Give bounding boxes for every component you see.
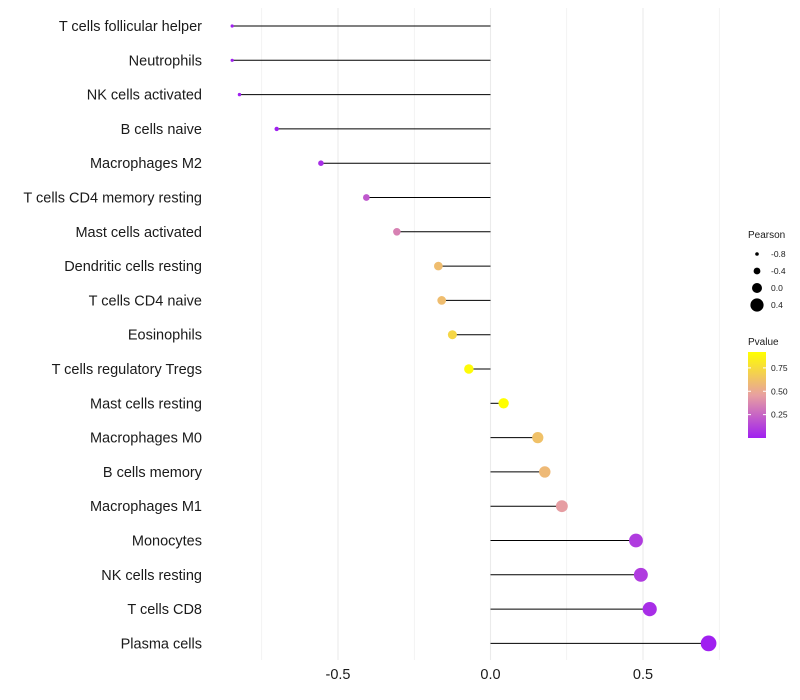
point-macrophages-m0	[532, 431, 544, 444]
size-legend-label: 0.4	[771, 300, 783, 310]
category-label: T cells CD4 memory resting	[23, 191, 202, 207]
colorbar-tick-label: 0.50	[771, 386, 788, 396]
point-t-cells-follicular-helper	[230, 24, 234, 28]
category-label: T cells CD8	[127, 602, 202, 618]
category-label: Plasma cells	[121, 636, 202, 652]
category-label: B cells naive	[121, 122, 202, 138]
point-nk-cells-resting	[633, 567, 648, 582]
category-label: Mast cells activated	[75, 225, 202, 241]
category-label: T cells CD4 naive	[89, 293, 202, 309]
point-dendritic-cells-resting	[434, 261, 443, 271]
point-mast-cells-activated	[393, 228, 401, 236]
category-label: Eosinophils	[128, 328, 202, 344]
pvalue-colorbar	[748, 352, 766, 438]
size-legend-label: 0.0	[771, 283, 783, 293]
point-t-cells-regulatory-tregs	[464, 364, 474, 374]
category-label: Macrophages M2	[90, 156, 202, 172]
point-eosinophils	[447, 330, 457, 340]
point-nk-cells-activated	[237, 92, 242, 97]
pvalue-color-legend: Pvalue 0.25 0.50 0.75	[748, 337, 788, 438]
point-neutrophils	[230, 58, 234, 62]
category-label: Monocytes	[132, 534, 202, 550]
x-tick-label: 0.0	[480, 667, 500, 683]
category-label: Neutrophils	[129, 53, 202, 69]
pearson-size-legend: Pearson -0.8 -0.4 0.0 0.4	[748, 230, 786, 312]
category-label: NK cells activated	[87, 88, 202, 104]
pvalue-legend-title: Pvalue	[748, 337, 779, 348]
x-axis-ticks: -0.5 0.0 0.5	[326, 667, 654, 683]
lollipop-stems	[232, 25, 709, 644]
point-b-cells-memory	[539, 466, 551, 478]
size-legend-key	[750, 298, 764, 312]
point-t-cells-cd8	[642, 602, 657, 617]
colorbar-tick-label: 0.75	[771, 363, 788, 373]
category-label: Dendritic cells resting	[64, 259, 202, 275]
category-label: Macrophages M0	[90, 431, 202, 447]
category-labels: T cells follicular helper Neutrophils NK c…	[23, 19, 202, 652]
category-label: Mast cells resting	[90, 396, 202, 412]
category-label: Macrophages M1	[90, 499, 202, 515]
size-legend-key	[753, 267, 761, 275]
colorbar-tick-label: 0.25	[771, 410, 788, 420]
point-monocytes	[629, 533, 643, 548]
category-label: B cells memory	[103, 465, 203, 481]
size-legend-label: -0.4	[771, 266, 786, 276]
point-t-cells-cd4-naive	[437, 296, 447, 305]
size-legend-label: -0.8	[771, 249, 786, 259]
pearson-legend-title: Pearson	[748, 230, 785, 241]
point-b-cells-naive	[274, 126, 279, 132]
point-macrophages-m2	[318, 160, 324, 166]
category-label: T cells regulatory Tregs	[52, 362, 202, 378]
size-legend-key	[752, 283, 762, 293]
lollipop-points	[230, 24, 717, 652]
point-plasma-cells	[700, 635, 717, 652]
point-mast-cells-resting	[498, 398, 509, 409]
x-tick-label: 0.5	[633, 667, 653, 683]
gridlines	[261, 8, 720, 660]
size-legend-key	[755, 252, 759, 256]
x-tick-label: -0.5	[326, 667, 351, 683]
category-label: NK cells resting	[101, 568, 202, 584]
point-t-cells-cd4-memory-resting	[362, 194, 370, 201]
category-label: T cells follicular helper	[59, 19, 202, 35]
point-macrophages-m1	[555, 500, 568, 513]
